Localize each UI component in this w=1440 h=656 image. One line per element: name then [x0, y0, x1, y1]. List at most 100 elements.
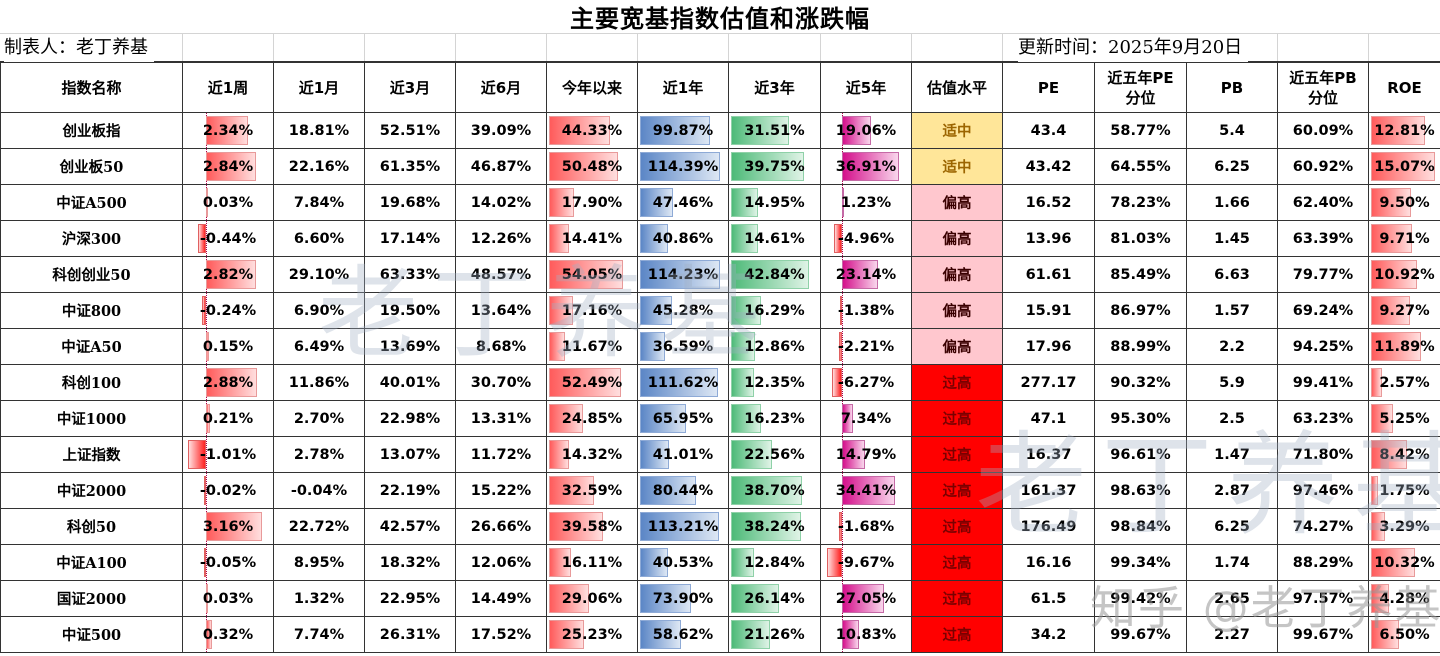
valuation-level-badge[interactable]: 偏高	[911, 256, 1003, 293]
header-3y[interactable]: 近3年	[728, 62, 821, 113]
cell-pb[interactable]: 2.2	[1186, 328, 1278, 365]
cell-pb-percentile[interactable]: 97.46%	[1277, 472, 1369, 509]
cell-1w[interactable]: 0.03%	[182, 580, 274, 617]
cell-pb[interactable]: 6.25	[1186, 148, 1278, 185]
cell-1m[interactable]: 29.10%	[273, 256, 365, 293]
cell-3m[interactable]: 42.57%	[364, 508, 456, 545]
cell-1w[interactable]: -1.01%	[182, 436, 274, 473]
cell-1m[interactable]: 6.60%	[273, 220, 365, 257]
cell-1m[interactable]: -0.04%	[273, 472, 365, 509]
cell-5y[interactable]: -1.68%	[820, 508, 912, 545]
cell-ytd[interactable]: 16.11%	[546, 544, 638, 581]
cell-6m[interactable]: 13.64%	[455, 292, 547, 329]
index-name[interactable]: 中证A50	[0, 328, 183, 365]
cell-pb-percentile[interactable]: 63.23%	[1277, 400, 1369, 437]
cell-pb[interactable]: 2.87	[1186, 472, 1278, 509]
cell-roe[interactable]: 15.07%	[1368, 148, 1440, 185]
cell-ytd[interactable]: 39.58%	[546, 508, 638, 545]
cell-pe-percentile[interactable]: 96.61%	[1094, 436, 1187, 473]
cell-pb[interactable]: 5.4	[1186, 112, 1278, 149]
cell-6m[interactable]: 14.02%	[455, 184, 547, 221]
cell-pe[interactable]: 16.16	[1002, 544, 1095, 581]
cell-1y[interactable]: 99.87%	[637, 112, 729, 149]
valuation-level-badge[interactable]: 适中	[911, 112, 1003, 149]
header-valuation-level[interactable]: 估值水平	[911, 62, 1003, 113]
cell-3y[interactable]: 42.84%	[728, 256, 821, 293]
table-row[interactable]: 中证A100 -0.05% 8.95% 18.32% 12.06% 16.11% 40.53…	[0, 544, 1440, 581]
cell-pb-percentile[interactable]: 71.80%	[1277, 436, 1369, 473]
header-6m[interactable]: 近6月	[455, 62, 547, 113]
cell-5y[interactable]: 36.91%	[820, 148, 912, 185]
cell-pb[interactable]: 2.5	[1186, 400, 1278, 437]
cell-pb-percentile[interactable]: 99.41%	[1277, 364, 1369, 401]
index-name[interactable]: 科创100	[0, 364, 183, 401]
cell-6m[interactable]: 12.06%	[455, 544, 547, 581]
cell-roe[interactable]: 6.50%	[1368, 616, 1440, 653]
cell-1w[interactable]: 2.84%	[182, 148, 274, 185]
cell-pb-percentile[interactable]: 79.77%	[1277, 256, 1369, 293]
cell-1y[interactable]: 114.23%	[637, 256, 729, 293]
cell-5y[interactable]: 23.14%	[820, 256, 912, 293]
cell-5y[interactable]: -2.21%	[820, 328, 912, 365]
cell-3y[interactable]: 39.75%	[728, 148, 821, 185]
cell-roe[interactable]: 3.29%	[1368, 508, 1440, 545]
cell-pe-percentile[interactable]: 86.97%	[1094, 292, 1187, 329]
table-row[interactable]: 中证A50 0.15% 6.49% 13.69% 8.68% 11.67% 36.59% 12…	[0, 328, 1440, 365]
table-row[interactable]: 中证800 -0.24% 6.90% 19.50% 13.64% 17.16% 45.28%…	[0, 292, 1440, 329]
cell-3m[interactable]: 13.69%	[364, 328, 456, 365]
index-name[interactable]: 中证2000	[0, 472, 183, 509]
cell-pe[interactable]: 277.17	[1002, 364, 1095, 401]
table-row[interactable]: 沪深300 -0.44% 6.60% 17.14% 12.26% 14.41% 40.86%…	[0, 220, 1440, 257]
cell-1m[interactable]: 11.86%	[273, 364, 365, 401]
cell-pe-percentile[interactable]: 90.32%	[1094, 364, 1187, 401]
cell-pe[interactable]: 61.5	[1002, 580, 1095, 617]
cell-1m[interactable]: 6.90%	[273, 292, 365, 329]
cell-pb[interactable]: 1.74	[1186, 544, 1278, 581]
cell-1w[interactable]: 0.21%	[182, 400, 274, 437]
cell-pe[interactable]: 16.37	[1002, 436, 1095, 473]
index-name[interactable]: 中证A500	[0, 184, 183, 221]
cell-ytd[interactable]: 29.06%	[546, 580, 638, 617]
table-row[interactable]: 上证指数 -1.01% 2.78% 13.07% 11.72% 14.32% 41.01% 2…	[0, 436, 1440, 473]
cell-roe[interactable]: 5.25%	[1368, 400, 1440, 437]
cell-pe-percentile[interactable]: 95.30%	[1094, 400, 1187, 437]
cell-roe[interactable]: 12.81%	[1368, 112, 1440, 149]
cell-1w[interactable]: 2.82%	[182, 256, 274, 293]
cell-1m[interactable]: 7.74%	[273, 616, 365, 653]
header-roe[interactable]: ROE	[1368, 62, 1440, 113]
cell-3m[interactable]: 63.33%	[364, 256, 456, 293]
table-row[interactable]: 中证500 0.32% 7.74% 26.31% 17.52% 25.23% 58.62% 2…	[0, 616, 1440, 653]
cell-3m[interactable]: 26.31%	[364, 616, 456, 653]
index-name[interactable]: 国证2000	[0, 580, 183, 617]
valuation-level-badge[interactable]: 偏高	[911, 292, 1003, 329]
cell-3m[interactable]: 40.01%	[364, 364, 456, 401]
header-pb-percentile[interactable]: 近五年PB 分位	[1277, 62, 1369, 113]
index-name[interactable]: 科创创业50	[0, 256, 183, 293]
table-row[interactable]: 中证2000 -0.02% -0.04% 22.19% 15.22% 32.59% 80.4…	[0, 472, 1440, 509]
cell-roe[interactable]: 8.42%	[1368, 436, 1440, 473]
cell-pe[interactable]: 13.96	[1002, 220, 1095, 257]
table-row[interactable]: 中证1000 0.21% 2.70% 22.98% 13.31% 24.85% 65.95%…	[0, 400, 1440, 437]
cell-6m[interactable]: 12.26%	[455, 220, 547, 257]
cell-pe[interactable]: 61.61	[1002, 256, 1095, 293]
index-name[interactable]: 中证1000	[0, 400, 183, 437]
cell-roe[interactable]: 9.50%	[1368, 184, 1440, 221]
cell-1y[interactable]: 41.01%	[637, 436, 729, 473]
cell-1m[interactable]: 2.70%	[273, 400, 365, 437]
table-row[interactable]: 创业板指 2.34% 18.81% 52.51% 39.09% 44.33% 99.87% 3…	[0, 112, 1440, 149]
cell-3m[interactable]: 52.51%	[364, 112, 456, 149]
cell-3m[interactable]: 22.95%	[364, 580, 456, 617]
cell-1m[interactable]: 7.84%	[273, 184, 365, 221]
cell-6m[interactable]: 15.22%	[455, 472, 547, 509]
cell-pb[interactable]: 1.45	[1186, 220, 1278, 257]
cell-pb-percentile[interactable]: 60.09%	[1277, 112, 1369, 149]
cell-pb[interactable]: 6.25	[1186, 508, 1278, 545]
cell-pe[interactable]: 34.2	[1002, 616, 1095, 653]
index-name[interactable]: 创业板50	[0, 148, 183, 185]
cell-1m[interactable]: 6.49%	[273, 328, 365, 365]
table-row[interactable]: 科创100 2.88% 11.86% 40.01% 30.70% 52.49% 111.62…	[0, 364, 1440, 401]
cell-1w[interactable]: -0.24%	[182, 292, 274, 329]
cell-pe-percentile[interactable]: 64.55%	[1094, 148, 1187, 185]
cell-pb-percentile[interactable]: 97.57%	[1277, 580, 1369, 617]
index-name[interactable]: 中证800	[0, 292, 183, 329]
